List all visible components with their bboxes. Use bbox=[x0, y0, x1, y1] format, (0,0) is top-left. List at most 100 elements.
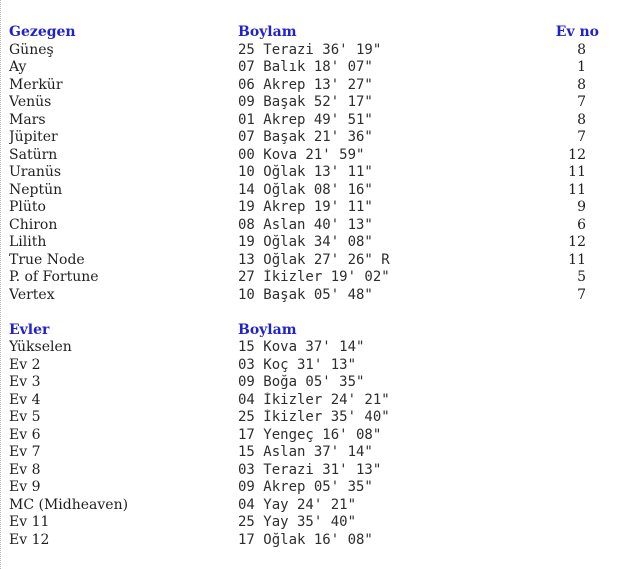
house-longitude: 25 Yay 35' 40" bbox=[238, 514, 357, 530]
house-longitude: 17 Oğlak 16' 08" bbox=[238, 531, 373, 548]
planet-longitude: 08 Aslan 40' 13" bbox=[238, 216, 373, 233]
table-row: Ev 12 17 Oğlak 16' 08" bbox=[9, 532, 599, 550]
houses-header-longitude: Boylam bbox=[238, 321, 297, 338]
planet-longitude: 07 Balık 18' 07" bbox=[238, 59, 373, 75]
house-name: Ev 8 bbox=[9, 461, 41, 478]
table-row: Yükselen 15 Kova 37' 14" bbox=[9, 339, 599, 357]
house-name: Ev 6 bbox=[9, 426, 41, 443]
planet-longitude: 19 Akrep 19' 11" bbox=[238, 199, 373, 215]
planet-house: 11 bbox=[568, 181, 586, 198]
house-longitude: 17 Yengeç 16' 08" bbox=[238, 426, 382, 443]
table-row: Ev 4 04 İkizler 24' 21" bbox=[9, 392, 599, 410]
table-row: True Node 13 Oğlak 27' 26" R 11 bbox=[9, 252, 599, 270]
house-longitude: 03 Koç 31' 13" bbox=[238, 356, 357, 373]
planet-house: 11 bbox=[568, 251, 586, 268]
house-name: Ev 7 bbox=[9, 444, 41, 460]
planet-name: Merkür bbox=[9, 76, 63, 93]
table-row: Ev 7 15 Aslan 37' 14" bbox=[9, 444, 599, 462]
planet-longitude: 27 İkizler 19' 02" bbox=[238, 269, 390, 285]
planet-name: Ay bbox=[9, 59, 27, 75]
planet-longitude: 09 Başak 52' 17" bbox=[238, 94, 373, 110]
table-row: Plüto 19 Akrep 19' 11" 9 bbox=[9, 199, 599, 217]
table-row: P. of Fortune 27 İkizler 19' 02" 5 bbox=[9, 269, 599, 287]
planet-name: True Node bbox=[9, 251, 85, 268]
house-name: Ev 11 bbox=[9, 514, 50, 530]
table-row: Satürn 00 Kova 21' 59" 12 bbox=[9, 147, 599, 165]
house-longitude: 15 Kova 37' 14" bbox=[238, 339, 365, 355]
house-longitude: 04 İkizler 24' 21" bbox=[238, 391, 390, 408]
planet-house: 8 bbox=[577, 111, 586, 128]
planet-house: 7 bbox=[577, 94, 586, 110]
house-longitude: 03 Terazi 31' 13" bbox=[238, 461, 382, 478]
planets-header-row: Gezegen Boylam Ev no bbox=[9, 24, 599, 42]
planet-longitude: 00 Kova 21' 59" bbox=[238, 146, 365, 163]
table-row: Ev 3 09 Boğa 05' 35" bbox=[9, 374, 599, 392]
planet-longitude: 13 Oğlak 27' 26" R bbox=[238, 251, 390, 268]
house-longitude: 15 Aslan 37' 14" bbox=[238, 444, 373, 460]
planet-name: Neptün bbox=[9, 181, 63, 198]
planet-name: P. of Fortune bbox=[9, 269, 99, 285]
planet-house: 11 bbox=[568, 164, 586, 180]
planets-header-name: Gezegen bbox=[9, 24, 76, 40]
house-name: MC (Midheaven) bbox=[9, 496, 129, 513]
planet-longitude: 07 Başak 21' 36" bbox=[238, 129, 373, 145]
houses-header-row: Evler Boylam bbox=[9, 322, 599, 340]
planet-house: 12 bbox=[568, 234, 586, 250]
houses-header-name: Evler bbox=[9, 321, 50, 338]
planet-name: Lilith bbox=[9, 234, 47, 250]
planet-house: 8 bbox=[577, 76, 586, 93]
table-row: Ev 8 03 Terazi 31' 13" bbox=[9, 462, 599, 480]
table-row: Venüs 09 Başak 52' 17" 7 bbox=[9, 94, 599, 112]
table-row: Lilith 19 Oğlak 34' 08" 12 bbox=[9, 234, 599, 252]
planet-house: 1 bbox=[577, 59, 586, 75]
planet-longitude: 10 Oğlak 13' 11" bbox=[238, 164, 373, 180]
house-name: Yükselen bbox=[9, 339, 72, 355]
house-longitude: 09 Akrep 05' 35" bbox=[238, 479, 373, 495]
planet-house: 5 bbox=[577, 269, 586, 285]
table-row: Jüpiter 07 Başak 21' 36" 7 bbox=[9, 129, 599, 147]
planets-header-longitude: Boylam bbox=[238, 24, 297, 40]
table-row: Merkür 06 Akrep 13' 27" 8 bbox=[9, 77, 599, 95]
planet-house: 8 bbox=[577, 41, 586, 58]
planet-name: Mars bbox=[9, 111, 46, 128]
planet-name: Chiron bbox=[9, 216, 58, 233]
house-name: Ev 4 bbox=[9, 391, 41, 408]
house-longitude: 04 Yay 24' 21" bbox=[238, 496, 357, 513]
planet-house: 6 bbox=[577, 216, 586, 233]
table-row: Mars 01 Akrep 49' 51" 8 bbox=[9, 112, 599, 130]
planet-house: 7 bbox=[577, 286, 586, 303]
planet-longitude: 25 Terazi 36' 19" bbox=[238, 41, 382, 58]
planet-name: Vertex bbox=[9, 286, 55, 303]
table-row: Neptün 14 Oğlak 08' 16" 11 bbox=[9, 182, 599, 200]
house-name: Ev 12 bbox=[9, 531, 50, 548]
planets-table: Gezegen Boylam Ev no Güneş 25 Terazi 36'… bbox=[9, 24, 599, 304]
planet-house: 12 bbox=[568, 146, 586, 163]
table-row: MC (Midheaven) 04 Yay 24' 21" bbox=[9, 497, 599, 515]
table-row: Uranüs 10 Oğlak 13' 11" 11 bbox=[9, 164, 599, 182]
table-row: Ev 2 03 Koç 31' 13" bbox=[9, 357, 599, 375]
table-row: Chiron 08 Aslan 40' 13" 6 bbox=[9, 217, 599, 235]
houses-table: Evler Boylam Yükselen 15 Kova 37' 14" Ev… bbox=[9, 322, 599, 550]
planets-header-house: Ev no bbox=[555, 24, 599, 40]
planet-longitude: 01 Akrep 49' 51" bbox=[238, 111, 373, 128]
planet-name: Uranüs bbox=[9, 164, 62, 180]
planet-longitude: 06 Akrep 13' 27" bbox=[238, 76, 373, 93]
planet-longitude: 14 Oğlak 08' 16" bbox=[238, 181, 373, 198]
planet-name: Plüto bbox=[9, 199, 46, 215]
planet-house: 9 bbox=[577, 199, 586, 215]
planet-longitude: 10 Başak 05' 48" bbox=[238, 286, 373, 303]
house-name: Ev 5 bbox=[9, 409, 41, 425]
table-row: Ev 5 25 İkizler 35' 40" bbox=[9, 409, 599, 427]
house-name: Ev 9 bbox=[9, 479, 41, 495]
planet-longitude: 19 Oğlak 34' 08" bbox=[238, 234, 373, 250]
planet-name: Güneş bbox=[9, 41, 54, 58]
house-longitude: 25 İkizler 35' 40" bbox=[238, 409, 390, 425]
planet-name: Venüs bbox=[9, 94, 52, 110]
house-longitude: 09 Boğa 05' 35" bbox=[238, 374, 365, 390]
table-row: Ay 07 Balık 18' 07" 1 bbox=[9, 59, 599, 77]
table-row: Ev 11 25 Yay 35' 40" bbox=[9, 514, 599, 532]
table-row: Vertex 10 Başak 05' 48" 7 bbox=[9, 287, 599, 305]
house-name: Ev 2 bbox=[9, 356, 41, 373]
planet-house: 7 bbox=[577, 129, 586, 145]
